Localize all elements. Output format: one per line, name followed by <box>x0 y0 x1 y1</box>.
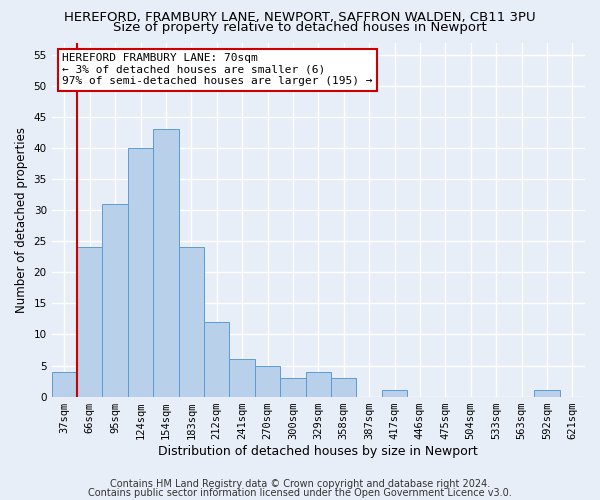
Text: Contains public sector information licensed under the Open Government Licence v3: Contains public sector information licen… <box>88 488 512 498</box>
Bar <box>305 372 331 396</box>
Bar <box>331 378 356 396</box>
Bar <box>103 204 128 396</box>
Bar <box>153 130 179 396</box>
Bar <box>128 148 153 396</box>
Bar <box>534 390 560 396</box>
Bar <box>280 378 305 396</box>
Bar <box>229 360 255 397</box>
Bar <box>179 248 204 396</box>
Text: HEREFORD, FRAMBURY LANE, NEWPORT, SAFFRON WALDEN, CB11 3PU: HEREFORD, FRAMBURY LANE, NEWPORT, SAFFRO… <box>64 11 536 24</box>
X-axis label: Distribution of detached houses by size in Newport: Distribution of detached houses by size … <box>158 444 478 458</box>
Bar <box>204 322 229 396</box>
Bar <box>52 372 77 396</box>
Bar <box>77 248 103 396</box>
Y-axis label: Number of detached properties: Number of detached properties <box>15 126 28 312</box>
Text: Contains HM Land Registry data © Crown copyright and database right 2024.: Contains HM Land Registry data © Crown c… <box>110 479 490 489</box>
Text: HEREFORD FRAMBURY LANE: 70sqm
← 3% of detached houses are smaller (6)
97% of sem: HEREFORD FRAMBURY LANE: 70sqm ← 3% of de… <box>62 53 373 86</box>
Bar <box>382 390 407 396</box>
Text: Size of property relative to detached houses in Newport: Size of property relative to detached ho… <box>113 22 487 35</box>
Bar <box>255 366 280 396</box>
